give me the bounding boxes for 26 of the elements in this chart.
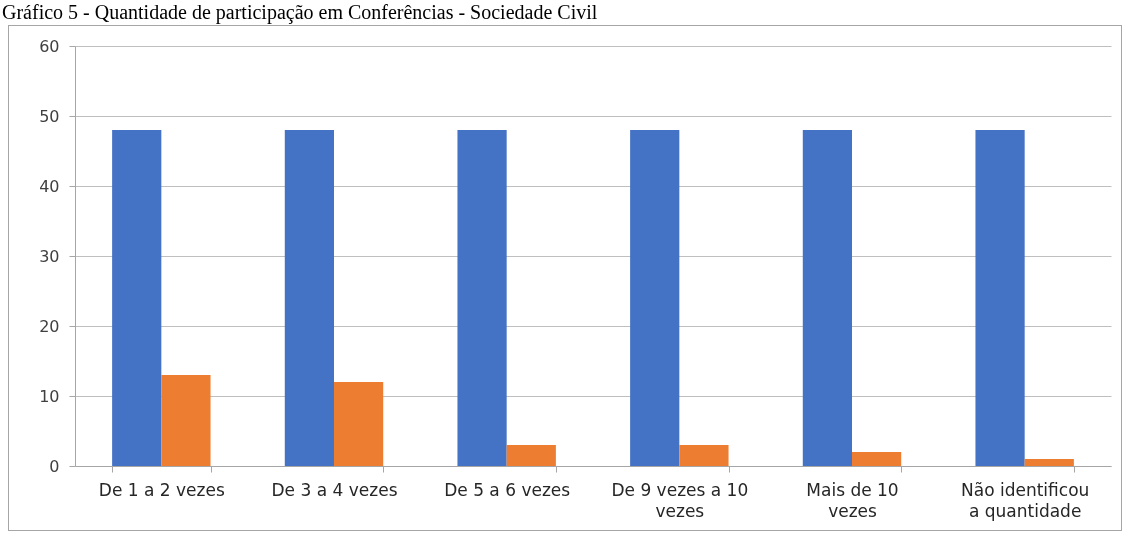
bar bbox=[975, 130, 1025, 466]
y-tick-label: 40 bbox=[39, 176, 60, 196]
y-tick-label: 20 bbox=[39, 316, 60, 336]
y-tick-label: 30 bbox=[39, 246, 60, 266]
bar bbox=[112, 130, 162, 466]
x-tick-label: De 5 a 6 vezes bbox=[444, 479, 571, 500]
x-tick-label: De 3 a 4 vezes bbox=[271, 479, 398, 500]
y-tick-label: 60 bbox=[39, 36, 60, 56]
bar bbox=[334, 382, 384, 466]
x-tick-label: De 1 a 2 vezes bbox=[98, 479, 225, 500]
y-tick-label: 10 bbox=[39, 386, 60, 406]
chart-title: Gráfico 5 - Quantidade de participação em Conferências - Sociedade Civil bbox=[2, 1, 598, 23]
bar bbox=[802, 130, 852, 466]
y-tick-label: 0 bbox=[49, 456, 60, 476]
y-tick-label: 50 bbox=[39, 106, 60, 126]
bar bbox=[852, 452, 902, 466]
x-tick-label: De 9 vezes a 10 vezes bbox=[611, 479, 749, 521]
bar bbox=[1024, 459, 1074, 466]
x-tick-label: Não identificou a quantidade bbox=[961, 479, 1090, 521]
bar bbox=[506, 445, 556, 466]
bar bbox=[161, 375, 211, 466]
bar bbox=[284, 130, 334, 466]
x-tick-label: Mais de 10 vezes bbox=[806, 479, 899, 521]
bar bbox=[679, 445, 729, 466]
bar bbox=[457, 130, 507, 466]
bar bbox=[630, 130, 680, 466]
